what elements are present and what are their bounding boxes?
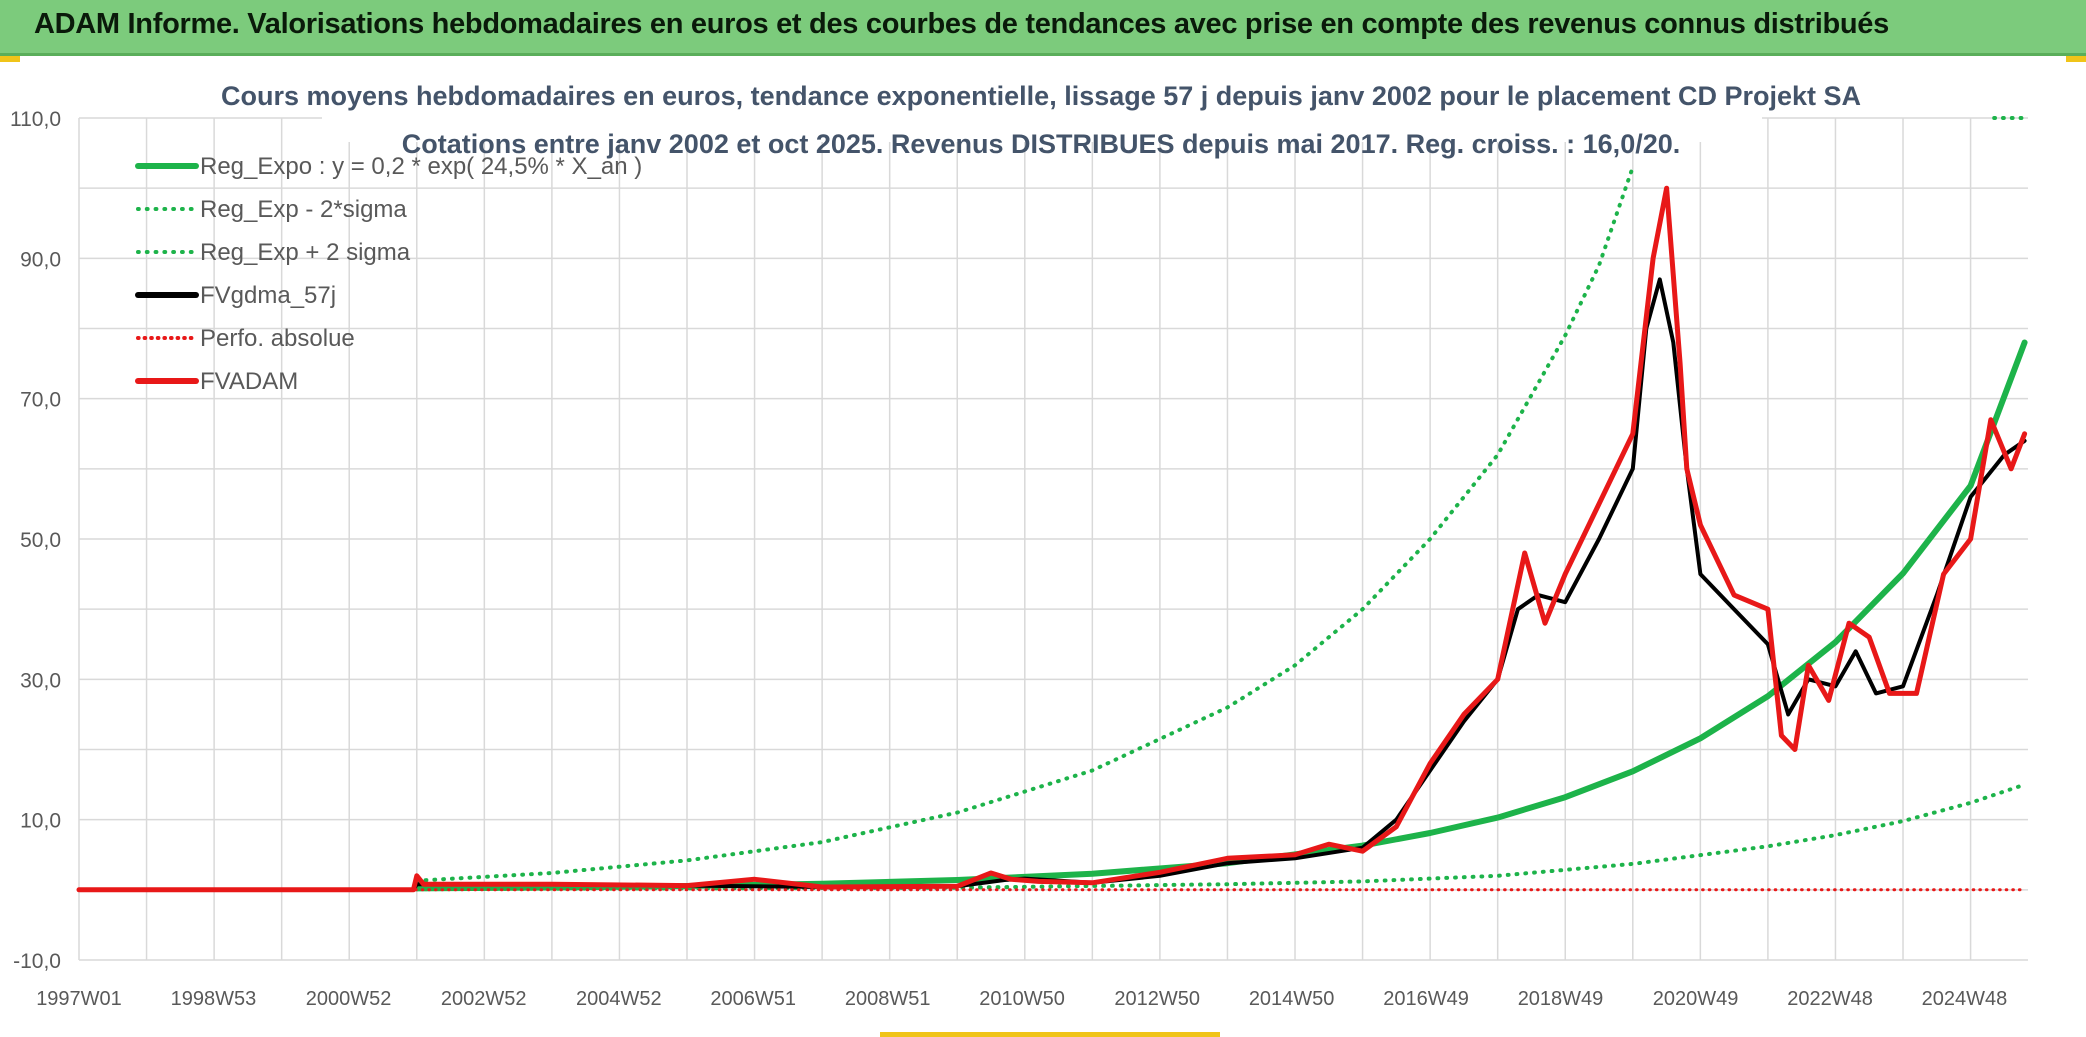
x-tick-label: 2016W49: [1383, 988, 1469, 1010]
y-tick-label: -10,0: [13, 950, 61, 973]
x-tick-label: 1997W01: [36, 988, 122, 1010]
y-tick-label: 50,0: [20, 529, 61, 552]
legend-label-3: FVgdma_57j: [200, 282, 336, 309]
report-title: ADAM Informe. Valorisations hebdomadaire…: [34, 8, 1889, 40]
y-tick-label: 70,0: [20, 389, 61, 412]
legend-label-5: FVADAM: [200, 368, 298, 395]
legend: Reg_Expo : y = 0,2 * exp( 24,5% * X_an )…: [135, 153, 642, 395]
series-line-3: [77, 277, 2027, 892]
corner-mark-right: [2066, 56, 2086, 62]
x-tick-label: 2012W50: [1114, 988, 1200, 1010]
x-tick-label: 2010W50: [979, 988, 1065, 1010]
x-tick-label: 2020W49: [1653, 988, 1739, 1010]
x-tick-label: 2000W52: [306, 988, 392, 1010]
y-tick-label: 110,0: [10, 108, 61, 131]
axis-labels: 110,0 90,0 70,0 50,0 30,0 10,0 -10,0 1997W01 199…: [10, 108, 2007, 1010]
x-tick-label: 2004W52: [576, 988, 662, 1010]
series-line-5: [76, 185, 2028, 893]
y-tick-label: 10,0: [20, 810, 61, 833]
x-tick-label: 2002W52: [441, 988, 527, 1010]
series-line-0: [413, 339, 2028, 892]
series-layer: [76, 116, 2028, 893]
x-tick-label: 1998W53: [171, 988, 257, 1010]
x-tick-label: 2014W50: [1249, 988, 1335, 1010]
x-tick-label: 2018W49: [1518, 988, 1604, 1010]
legend-label-1: Reg_Exp - 2*sigma: [200, 196, 407, 223]
corner-mark-left: [0, 56, 20, 62]
title-backdrop: [322, 64, 1762, 142]
chart-title: Cours moyens hebdomadaires en euros, ten…: [221, 81, 1861, 111]
legend-label-2: Reg_Exp + 2 sigma: [200, 239, 411, 266]
legend-label-0: Reg_Expo : y = 0,2 * exp( 24,5% * X_an ): [200, 153, 642, 180]
y-tick-label: 90,0: [20, 248, 61, 271]
chart-subtitle: Cotations entre janv 2002 et oct 2025. R…: [402, 129, 1681, 159]
x-tick-label: 2024W48: [1922, 988, 2008, 1010]
legend-label-4: Perfo. absolue: [200, 325, 355, 352]
x-tick-label: 2022W48: [1787, 988, 1873, 1010]
y-tick-label: 30,0: [20, 669, 61, 692]
x-tick-label: 2006W51: [710, 988, 796, 1010]
x-tick-label: 2008W51: [845, 988, 931, 1010]
bottom-rule: [0, 1030, 2086, 1037]
series-line-1: [414, 782, 2027, 892]
line-chart: 110,0 90,0 70,0 50,0 30,0 10,0 -10,0 1997W01 199…: [10, 64, 2028, 1010]
report-title-bar: ADAM Informe. Valorisations hebdomadaire…: [0, 0, 2086, 56]
